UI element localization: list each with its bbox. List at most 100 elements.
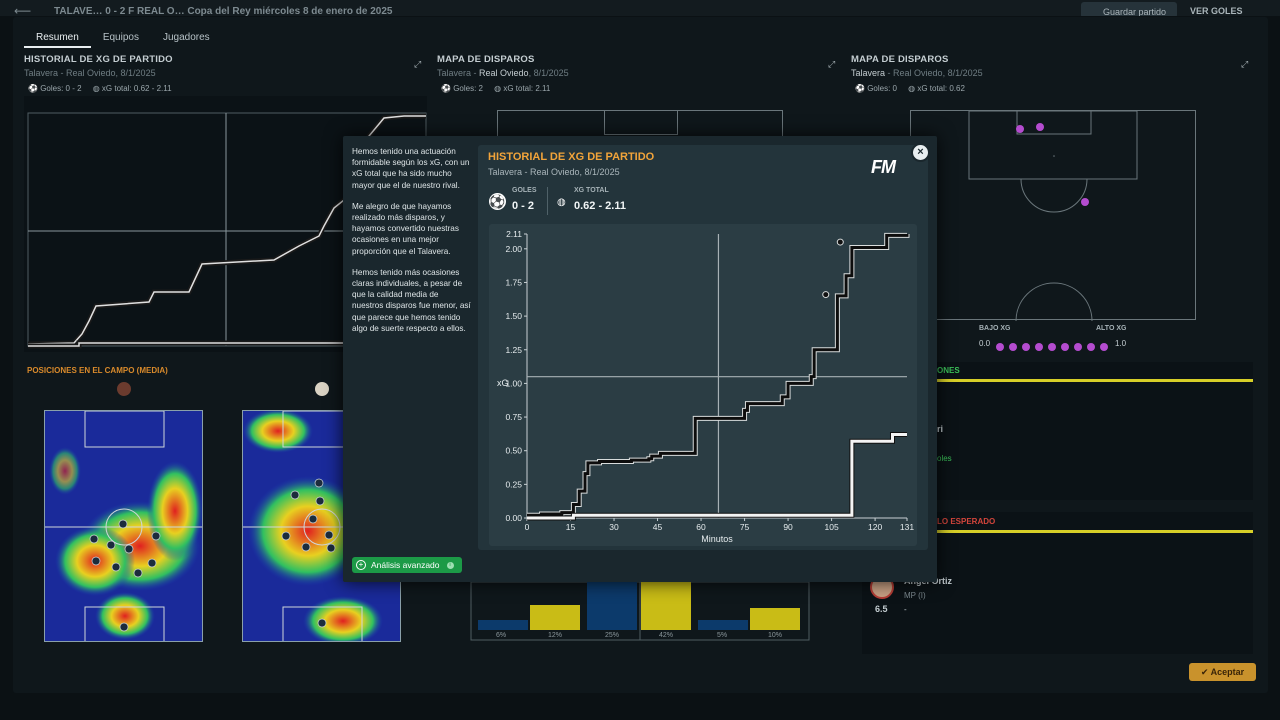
legend-low-label: BAJO XG [979, 325, 1011, 332]
x-tick-label: 120 [868, 522, 882, 532]
divider [937, 379, 1253, 382]
legend-max: 1.0 [1115, 339, 1127, 348]
divider [547, 187, 548, 215]
x-tick-label: 75 [740, 522, 750, 532]
info-icon: i [446, 561, 454, 569]
tab-equipos[interactable]: Equipos [102, 32, 139, 43]
x-tick-label: 45 [653, 522, 663, 532]
xg-total-value: 0.62 - 2.11 [574, 200, 626, 212]
shot-map-2-subtitle: Talavera - Real Oviedo, 8/1/2025 [851, 68, 983, 78]
xg-chart: 0.00 0.25 0.50 0.75 1.00 1.25 1.50 1.75 2.00 2.11… [497, 229, 914, 544]
shot-map-2-title: MAPA DE DISPAROS [851, 54, 949, 65]
xg-icon: ◍ [557, 197, 566, 208]
shot-map-1-pitch [497, 110, 783, 140]
x-tick-label: 0 [525, 522, 530, 532]
y-tick-label: 1.50 [505, 311, 522, 321]
shot-map-2-pitch [910, 110, 1196, 321]
shot-map-1-subtitle: Talavera - Real Oviedo, 8/1/2025 [437, 68, 569, 78]
bar-label: 12% [548, 632, 563, 639]
ball-icon: ⚽ [855, 84, 865, 93]
match-header: TALAVE… 0 - 2 F REAL O… Copa del Rey mié… [54, 6, 393, 16]
y-tick-label: 0.25 [505, 479, 522, 489]
series-line [527, 233, 909, 517]
advanced-analysis-button[interactable]: + Análisis avanzado i [352, 557, 462, 573]
y-tick-label: 2.00 [505, 244, 522, 254]
y-tick-label: 0.00 [505, 513, 522, 523]
modal-subtitle: Talavera - Real Oviedo, 8/1/2025 [488, 167, 620, 177]
shot-map-1-meta: ⚽ Goles: 2 ◍ xG total: 2.11 [441, 84, 551, 93]
save-match-button[interactable]: Guardar partido [1081, 2, 1177, 16]
expand-icon[interactable]: ⤢ [828, 59, 836, 69]
analysis-paragraph: Hemos tenido una actuación formidable se… [352, 147, 470, 190]
fm-logo: FM [871, 157, 896, 177]
goals-label: GOLES [512, 187, 537, 194]
analysis-paragraph: Me alegro de que hayamos realizado más d… [352, 201, 459, 256]
positions-title: POSICIONES EN EL CAMPO (MEDIA) [27, 366, 168, 375]
close-icon[interactable]: × [911, 143, 930, 162]
below-expected-title: LO ESPERADO [937, 517, 996, 526]
player-rating: 6.5 [875, 604, 888, 614]
legend-min: 0.0 [979, 339, 991, 348]
xg-history-meta: ⚽ Goles: 0 - 2 ◍ xG total: 0.62 - 2.11 [28, 84, 172, 93]
expand-icon[interactable]: ⤢ [414, 59, 422, 69]
heatmap-home [44, 410, 203, 642]
tab-jugadores[interactable]: Jugadores [162, 32, 210, 43]
x-tick-label: 60 [696, 522, 706, 532]
talavera-crest-icon [117, 382, 131, 396]
back-arrow-icon[interactable]: ⟵ [14, 4, 32, 16]
xg-icon: ◍ [494, 84, 502, 93]
expand-icon[interactable]: ⤢ [1241, 59, 1249, 69]
goals-value: 0 - 2 [512, 200, 535, 212]
xg-scale-icons [996, 339, 1114, 357]
xg-history-title: HISTORIAL DE XG DE PARTIDO [24, 54, 173, 65]
modal-title: HISTORIAL DE XG DE PARTIDO [488, 151, 655, 163]
shot-map-1-title: MAPA DE DISPAROS [437, 54, 535, 65]
divider [937, 530, 1253, 533]
xg-chart-area: 0.00 0.25 0.50 0.75 1.00 1.25 1.50 1.75 2.00 2.11… [489, 224, 917, 546]
bar-label: 5% [717, 632, 728, 639]
tab-resumen[interactable]: Resumen [24, 24, 91, 48]
x-tick-label: 105 [824, 522, 838, 532]
x-tick-label: 90 [783, 522, 793, 532]
xg-total-label: XG TOTAL [574, 187, 609, 194]
oviedo-crest-icon [315, 382, 329, 396]
y-tick-label: 1.00 [505, 378, 522, 388]
goals-link[interactable]: oles [937, 454, 952, 463]
xg-icon: ◍ [92, 84, 100, 93]
y-tick-label: 0.75 [505, 412, 522, 422]
analysis-paragraph: Hemos tenido más ocasiones claras indivi… [352, 267, 471, 333]
bar-label: 6% [496, 632, 507, 639]
player-value: - [904, 605, 907, 614]
analysis-text: Hemos tenido una actuación formidable se… [352, 146, 472, 344]
series-line [527, 433, 907, 520]
player-name-fragment: ri [937, 424, 944, 434]
top-bar: ⟵ TALAVE… 0 - 2 F REAL O… Copa del Rey m… [0, 0, 1280, 16]
shot-map-2-meta: ⚽ Goles: 0 ◍ xG total: 0.62 [855, 84, 965, 93]
xg-history-subtitle: Talavera - Real Oviedo, 8/1/2025 [24, 68, 156, 78]
ball-icon: ⚽ [489, 193, 506, 210]
goal-marker [822, 291, 830, 299]
xg-icon: ◍ [908, 84, 916, 93]
check-icon: ✔ [1200, 667, 1209, 677]
plus-icon: + [356, 560, 366, 570]
bar-label: 42% [659, 632, 674, 639]
legend-high-label: ALTO XG [1096, 325, 1127, 332]
y-tick-label: 2.11 [506, 229, 522, 239]
x-axis-label: Minutos [701, 534, 733, 544]
view-goals-button[interactable]: VER GOLES [1190, 6, 1243, 16]
y-axis-label: xG [497, 378, 509, 388]
goal-marker [836, 238, 844, 246]
x-tick-label: 30 [609, 522, 619, 532]
x-tick-label: 15 [566, 522, 576, 532]
y-tick-label: 1.25 [505, 345, 522, 355]
ball-icon: ⚽ [441, 84, 451, 93]
player-position: MP (I) [904, 591, 926, 600]
accept-button[interactable]: ✔ Aceptar [1189, 663, 1256, 681]
x-tick-label: 131 [900, 522, 914, 532]
ball-icon: ⚽ [28, 84, 38, 93]
y-tick-label: 1.75 [505, 277, 522, 287]
key-chances-title: ONES [937, 366, 960, 375]
tab-bar: Resumen Equipos Jugadores [24, 24, 222, 48]
shot-distribution-bars: 6% 12% 25% 42% 5% 10% [470, 581, 810, 642]
y-tick-label: 0.50 [505, 446, 522, 456]
